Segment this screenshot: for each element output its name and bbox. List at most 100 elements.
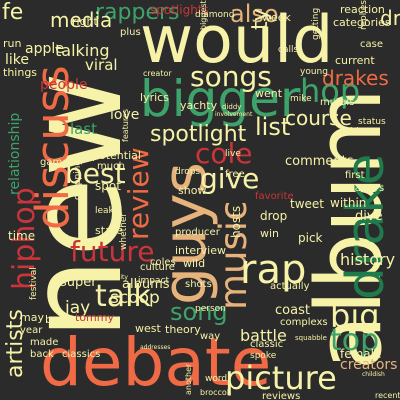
word-fe: fe (2, 0, 24, 25)
word-theory: theory (165, 323, 201, 336)
word-last: last (70, 120, 98, 138)
word-addresses: addresses (140, 344, 171, 351)
word-whether: whether (119, 212, 129, 250)
word-hop: hop (300, 72, 361, 110)
word-like: like (5, 52, 30, 68)
word-squabble: squabble (295, 334, 327, 342)
word-dropping: dropping (73, 159, 83, 200)
word-things: things (3, 66, 38, 79)
word-right: right (72, 15, 98, 28)
word-lyrics: lyrics (140, 91, 169, 104)
word-coles: coles (150, 257, 176, 268)
word-spot: spot (95, 179, 121, 193)
word-comments: comments (285, 154, 354, 169)
word-word: word (205, 374, 228, 384)
word-diamond: diamond (195, 10, 235, 20)
word-back: back (30, 349, 54, 360)
word-calls: calls (278, 45, 299, 55)
word-top: top (330, 323, 380, 358)
word-apple: apple (25, 41, 64, 57)
word-cole: cole (195, 137, 253, 170)
word-potential: potential (92, 149, 141, 162)
word-scoop: scoop (110, 288, 160, 308)
word-tweet: tweet (290, 197, 324, 211)
word-interview: interview (175, 244, 226, 257)
word-first: first (345, 170, 365, 181)
word-biggest: biggest (199, 0, 208, 30)
word-drakes: drakes (322, 66, 389, 90)
word-run: run (3, 37, 22, 50)
word-recent: recent (375, 391, 400, 400)
word-also: also (230, 0, 279, 28)
word-course: course (285, 106, 352, 130)
word-win: win (260, 227, 280, 240)
word-mike: mike (290, 94, 312, 104)
word-jay: jay (65, 298, 91, 318)
word-super: super (60, 275, 97, 290)
word-song: song (170, 298, 228, 326)
word-drops: drops (175, 167, 201, 177)
word-involvement: involvement (215, 111, 253, 118)
word-culture: culture (140, 262, 175, 273)
word-spotlights: spotlights (150, 3, 209, 17)
word-dive: dive (355, 209, 383, 224)
word-week: week (262, 11, 291, 24)
word-picture: picture (225, 359, 337, 397)
word-viral: viral (85, 56, 118, 74)
word-impact: impact (138, 276, 169, 286)
word-history: history (340, 250, 396, 269)
word-status: status (358, 117, 386, 127)
word-talking: talking (55, 41, 110, 60)
word-within: within (330, 196, 367, 210)
word-current: current (335, 54, 375, 67)
word-spoke: spoke (250, 351, 277, 361)
word-much: much (97, 161, 125, 172)
word-albums: albums (122, 277, 170, 292)
word-future: future (70, 235, 155, 268)
word-shots: shots (185, 279, 212, 290)
word-reviews: reviews (262, 391, 301, 400)
word-young: young (300, 67, 328, 77)
word-spotlight: spotlight (150, 122, 247, 147)
word-childish: childish (362, 371, 385, 378)
word-creator: creator (143, 69, 172, 78)
word-love: love (110, 107, 140, 123)
word-leak: leak (95, 206, 114, 216)
word-broccoli: broccoli (200, 388, 232, 397)
word-favorite: favorite (255, 191, 294, 202)
word-made: made (30, 337, 59, 348)
word-video: video (345, 127, 370, 137)
word-time: time (8, 229, 36, 243)
word-would: would (140, 3, 334, 78)
word-west: west (135, 322, 161, 335)
word-songs: songs (190, 60, 272, 93)
word-dr: dr (380, 6, 400, 30)
word-features: features (121, 108, 130, 142)
word-list: list (255, 113, 291, 141)
word-wild: wild (183, 257, 206, 270)
word-pick: pick (298, 231, 323, 245)
word-state: state (95, 224, 123, 237)
word-case: case (360, 39, 383, 50)
word-people: people (40, 77, 88, 93)
word-relationship: relationship (7, 112, 23, 195)
word-replies: replies (359, 0, 369, 30)
word-person: person (195, 304, 226, 314)
word-live: live (225, 149, 241, 159)
word-free: free (225, 169, 245, 180)
word-festival: festival (29, 267, 39, 300)
word-murals: murals (320, 97, 355, 108)
word-categories: categories (333, 16, 391, 29)
word-responsibility: responsibility (88, 274, 128, 281)
word-another: another (184, 363, 193, 395)
word-game: game (40, 157, 69, 168)
word-classics: classics (62, 349, 101, 360)
word-big: big (330, 297, 380, 335)
word-give: give (200, 162, 260, 195)
word-may: may (20, 311, 44, 324)
word-female: female (340, 347, 382, 361)
word-went: went (255, 87, 283, 100)
word-year: year (20, 325, 43, 336)
word-yachty: yachty (180, 99, 218, 112)
word-plus: plus (120, 27, 141, 38)
